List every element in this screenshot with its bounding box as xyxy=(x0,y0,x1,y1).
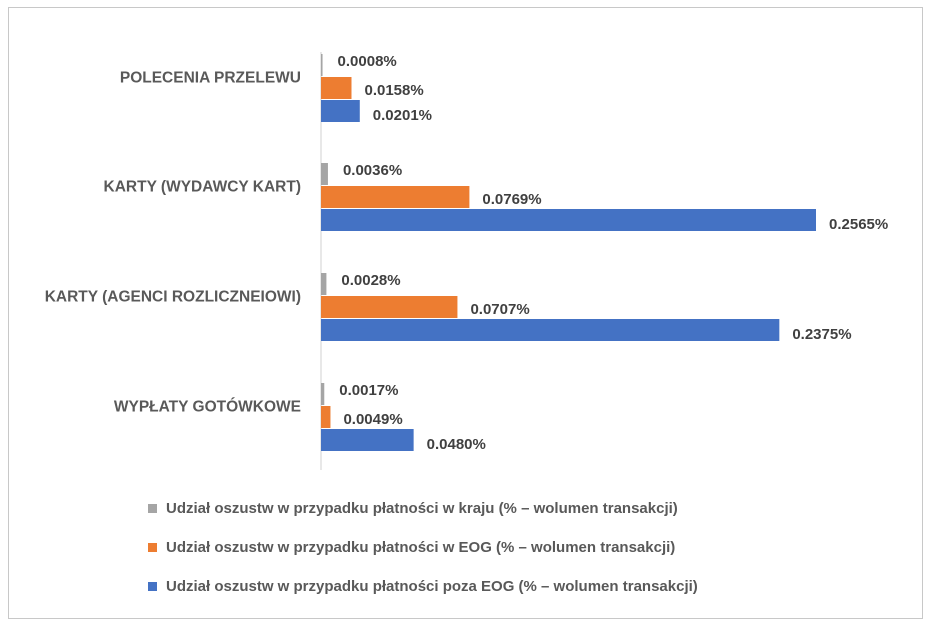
data-label-wyplaty-gotowkowe-eea: 0.0049% xyxy=(343,411,402,428)
bar-chart: POLECENIA PRZELEWU KARTY (WYDAWCY KART) KA… xyxy=(45,52,889,470)
bar-karty-agenci-domestic xyxy=(321,273,327,295)
bar-polecenia-przelewu-eea xyxy=(321,77,352,99)
data-label-polecenia-przelewu-domestic: 0.0008% xyxy=(338,53,397,70)
legend-label-domestic: Udział oszustw w przypadku płatności w k… xyxy=(166,499,678,517)
category-labels: POLECENIA PRZELEWU KARTY (WYDAWCY KART) KA… xyxy=(45,70,301,416)
category-label-polecenia-przelewu: POLECENIA PRZELEWU xyxy=(120,70,301,87)
bar-polecenia-przelewu-domestic xyxy=(321,54,323,76)
bar-karty-agenci-eea xyxy=(321,296,458,318)
category-label-karty-wydawcy: KARTY (WYDAWCY KART) xyxy=(104,179,301,196)
legend-label-eea: Udział oszustw w przypadku płatności w E… xyxy=(166,538,676,556)
data-label-karty-wydawcy-eea: 0.0769% xyxy=(482,191,541,208)
data-label-polecenia-przelewu-eea: 0.0158% xyxy=(364,82,423,99)
bar-karty-agenci-non-eea xyxy=(321,319,780,341)
bar-wyplaty-gotowkowe-non-eea xyxy=(321,429,414,451)
data-label-karty-wydawcy-non-eea: 0.2565% xyxy=(829,216,888,233)
bar-karty-wydawcy-eea xyxy=(321,186,470,208)
category-label-karty-agenci: KARTY (AGENCI ROZLICZNEIOWI) xyxy=(45,289,301,306)
data-label-wyplaty-gotowkowe-non-eea: 0.0480% xyxy=(427,436,486,453)
category-label-wyplaty-gotowkowe: WYPŁATY GOTÓWKOWE xyxy=(114,398,301,416)
data-label-wyplaty-gotowkowe-domestic: 0.0017% xyxy=(339,382,398,399)
legend-swatch-domestic xyxy=(148,503,157,513)
data-label-karty-agenci-domestic: 0.0028% xyxy=(341,272,400,289)
bar-karty-wydawcy-domestic xyxy=(321,163,328,185)
data-label-polecenia-przelewu-non-eea: 0.0201% xyxy=(373,107,432,124)
data-label-karty-wydawcy-domestic: 0.0036% xyxy=(343,162,402,179)
legend-swatch-eea xyxy=(148,542,157,552)
data-label-karty-agenci-eea: 0.0707% xyxy=(470,301,529,318)
legend-swatch-non-eea xyxy=(148,581,157,591)
legend-item-non-eea: Udział oszustw w przypadku płatności poz… xyxy=(148,576,848,596)
legend: Udział oszustw w przypadku płatności w k… xyxy=(148,498,848,615)
data-label-karty-agenci-non-eea: 0.2375% xyxy=(792,326,851,343)
bar-polecenia-przelewu-non-eea xyxy=(321,100,360,122)
bar-wyplaty-gotowkowe-domestic xyxy=(321,383,325,405)
bar-karty-wydawcy-non-eea xyxy=(321,209,816,231)
legend-item-eea: Udział oszustw w przypadku płatności w E… xyxy=(148,537,848,557)
legend-label-non-eea: Udział oszustw w przypadku płatności poz… xyxy=(166,577,698,595)
legend-item-domestic: Udział oszustw w przypadku płatności w k… xyxy=(148,498,848,518)
chart-frame xyxy=(8,7,923,619)
bar-wyplaty-gotowkowe-eea xyxy=(321,406,331,428)
bars-group xyxy=(321,54,816,451)
data-labels: 0.0008% 0.0158% 0.0201% 0.0036% 0.0769% 0.256… xyxy=(338,53,889,453)
